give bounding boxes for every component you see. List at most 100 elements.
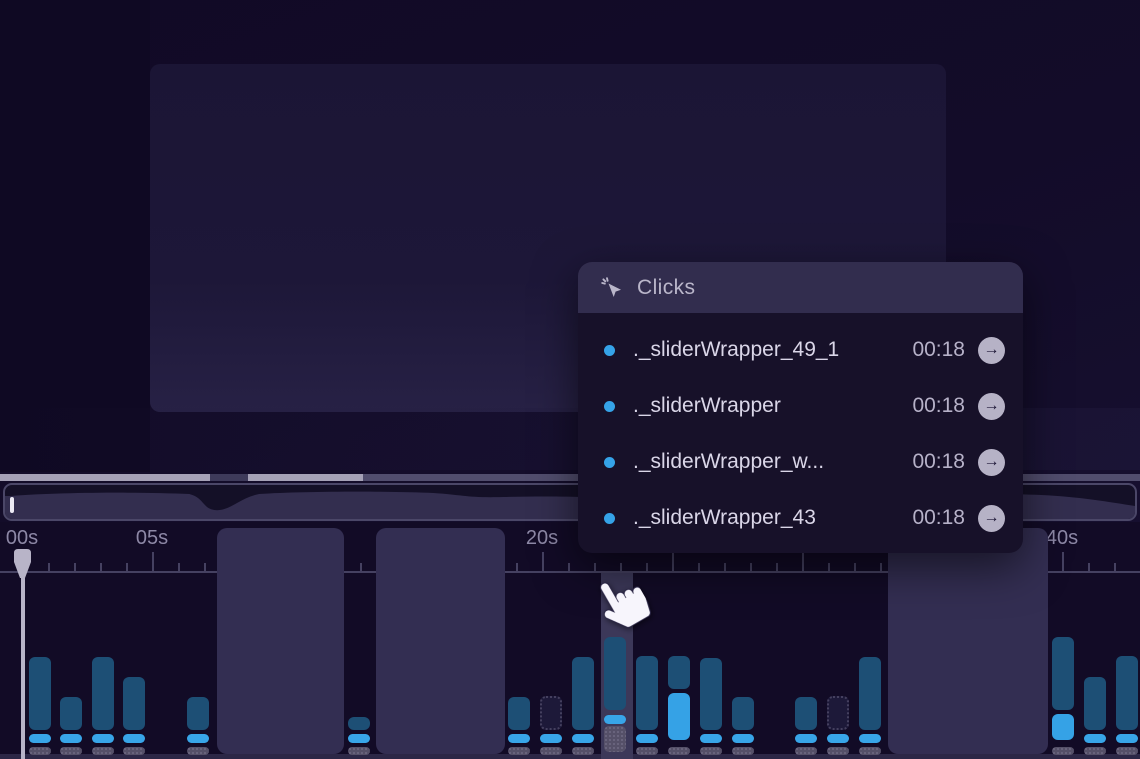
activity-bar[interactable] bbox=[859, 657, 881, 730]
click-event-pill[interactable] bbox=[92, 734, 114, 743]
minimap-caret[interactable] bbox=[10, 497, 14, 513]
progress-segment-played[interactable] bbox=[0, 474, 210, 481]
ruler-tick-minor bbox=[828, 563, 830, 572]
go-to-click-button[interactable]: → bbox=[978, 336, 1005, 364]
click-event-pill[interactable] bbox=[572, 734, 594, 743]
ruler-tick-minor bbox=[594, 563, 596, 572]
playhead-handle[interactable] bbox=[14, 549, 31, 583]
activity-bar-dim[interactable] bbox=[827, 696, 849, 730]
event-pill-gray[interactable] bbox=[123, 747, 145, 755]
go-to-click-button[interactable]: → bbox=[978, 392, 1005, 420]
event-pill-gray[interactable] bbox=[827, 747, 849, 755]
activity-bar-dim[interactable] bbox=[540, 696, 562, 730]
go-to-click-button[interactable]: → bbox=[978, 448, 1005, 476]
event-pill-gray[interactable] bbox=[540, 747, 562, 755]
event-pill-gray[interactable] bbox=[636, 747, 658, 755]
inactivity-block[interactable] bbox=[888, 528, 1048, 754]
progress-segment-skip[interactable] bbox=[210, 474, 248, 481]
timeline-bottom-strip bbox=[0, 754, 1140, 759]
ruler-tick-minor bbox=[646, 563, 648, 572]
event-pill-gray[interactable] bbox=[1084, 747, 1106, 755]
event-pill-gray[interactable] bbox=[859, 747, 881, 755]
event-pill-gray[interactable] bbox=[572, 747, 594, 755]
clicks-list: ._sliderWrapper_49_1 00:18 → ._sliderWrappe… bbox=[578, 313, 1023, 546]
activity-bar[interactable] bbox=[668, 656, 690, 689]
click-event-pill[interactable] bbox=[348, 734, 370, 743]
ruler-tick-major bbox=[152, 552, 154, 572]
ruler-tick-minor bbox=[698, 563, 700, 572]
activity-bar[interactable] bbox=[732, 697, 754, 730]
inactivity-block[interactable] bbox=[217, 528, 344, 754]
click-event-pill[interactable] bbox=[508, 734, 530, 743]
activity-bar[interactable] bbox=[29, 657, 51, 730]
activity-bar[interactable] bbox=[60, 697, 82, 730]
click-activity-bar[interactable] bbox=[1052, 714, 1074, 740]
activity-bar[interactable] bbox=[187, 697, 209, 730]
click-event-pill[interactable] bbox=[1116, 734, 1138, 743]
timeline-label: 00s bbox=[5, 527, 39, 549]
event-pill-gray[interactable] bbox=[700, 747, 722, 755]
click-event-pill[interactable] bbox=[187, 734, 209, 743]
event-pill-gray[interactable] bbox=[187, 747, 209, 755]
click-event-pill[interactable] bbox=[827, 734, 849, 743]
click-event-pill[interactable] bbox=[859, 734, 881, 743]
clicks-list-item[interactable]: ._sliderWrapper_49_1 00:18 → bbox=[578, 322, 1023, 378]
event-pill-gray[interactable] bbox=[29, 747, 51, 755]
click-dot-icon bbox=[604, 344, 615, 356]
click-event-pill[interactable] bbox=[700, 734, 722, 743]
click-timestamp: 00:18 bbox=[912, 506, 965, 529]
event-pill-gray-selected[interactable] bbox=[604, 726, 626, 752]
event-pill-gray[interactable] bbox=[1116, 747, 1138, 755]
activity-bar[interactable] bbox=[636, 656, 658, 730]
activity-bar[interactable] bbox=[572, 657, 594, 730]
click-event-pill[interactable] bbox=[60, 734, 82, 743]
timeline-label: 40s bbox=[1045, 527, 1079, 549]
click-selector-label: ._sliderWrapper_43 bbox=[633, 506, 816, 529]
click-event-pill[interactable] bbox=[123, 734, 145, 743]
activity-bar[interactable] bbox=[123, 677, 145, 730]
ruler-tick-minor bbox=[776, 563, 778, 572]
ruler-tick-minor bbox=[1088, 563, 1090, 572]
activity-bar[interactable] bbox=[92, 657, 114, 730]
click-event-pill[interactable] bbox=[636, 734, 658, 743]
activity-bar[interactable] bbox=[508, 697, 530, 730]
click-event-pill[interactable] bbox=[29, 734, 51, 743]
event-pill-gray[interactable] bbox=[92, 747, 114, 755]
ruler-tick-minor bbox=[1114, 563, 1116, 572]
click-activity-bar[interactable] bbox=[668, 693, 690, 740]
ruler-tick-minor bbox=[568, 563, 570, 572]
click-event-pill[interactable] bbox=[795, 734, 817, 743]
event-pill-gray[interactable] bbox=[1052, 747, 1074, 755]
event-pill-gray[interactable] bbox=[795, 747, 817, 755]
click-event-pill[interactable] bbox=[732, 734, 754, 743]
clicks-list-item[interactable]: ._sliderWrapper_w... 00:18 → bbox=[578, 434, 1023, 490]
activity-bar[interactable] bbox=[795, 697, 817, 730]
activity-bar[interactable] bbox=[348, 717, 370, 730]
click-selector-label: ._sliderWrapper_w... bbox=[633, 450, 825, 473]
ruler-tick-minor bbox=[178, 563, 180, 572]
go-to-click-button[interactable]: → bbox=[978, 504, 1005, 532]
activity-bar[interactable] bbox=[1084, 677, 1106, 730]
clicks-list-item[interactable]: ._sliderWrapper_43 00:18 → bbox=[578, 490, 1023, 546]
click-event-pill[interactable] bbox=[604, 715, 626, 724]
click-event-pill[interactable] bbox=[1084, 734, 1106, 743]
clicks-panel: Clicks ._sliderWrapper_49_1 00:18 → ._slide… bbox=[578, 262, 1023, 553]
ruler-tick-minor bbox=[620, 563, 622, 572]
activity-bar[interactable] bbox=[1116, 656, 1138, 730]
playhead-line[interactable] bbox=[21, 562, 25, 759]
event-pill-gray[interactable] bbox=[60, 747, 82, 755]
cursor-click-icon bbox=[601, 276, 621, 297]
event-pill-gray[interactable] bbox=[732, 747, 754, 755]
activity-bar[interactable] bbox=[1052, 637, 1074, 710]
click-event-pill[interactable] bbox=[540, 734, 562, 743]
event-pill-gray[interactable] bbox=[668, 747, 690, 755]
event-pill-gray[interactable] bbox=[348, 747, 370, 755]
clicks-list-item[interactable]: ._sliderWrapper 00:18 → bbox=[578, 378, 1023, 434]
progress-segment-played[interactable] bbox=[248, 474, 363, 481]
activity-bar[interactable] bbox=[700, 658, 722, 730]
event-pill-gray[interactable] bbox=[508, 747, 530, 755]
activity-bar[interactable] bbox=[604, 637, 626, 710]
inactivity-block[interactable] bbox=[376, 528, 505, 754]
